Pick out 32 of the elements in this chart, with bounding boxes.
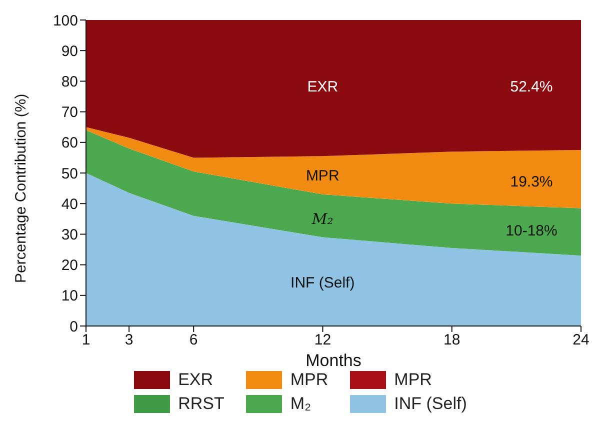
annotation: M₂ <box>312 210 334 228</box>
x-axis-title: Months <box>306 351 362 370</box>
annotation: 10-18% <box>506 222 558 240</box>
legend-label: MPR <box>290 370 328 390</box>
y-tick-label: 20 <box>61 257 78 274</box>
legend-label: RRST <box>178 394 224 414</box>
annotation: 52.4% <box>510 78 553 96</box>
y-tick-label: 10 <box>61 288 78 305</box>
x-tick-label: 18 <box>444 332 460 349</box>
legend-label: EXR <box>178 370 214 390</box>
legend-label: INF (Self) <box>394 394 467 414</box>
legend-label: M₂ <box>290 394 312 414</box>
y-tick-label: 40 <box>61 196 78 213</box>
annotation: EXR <box>307 78 338 96</box>
y-tick-label: 80 <box>61 74 78 91</box>
legend-label: MPR <box>394 370 432 390</box>
x-tick-label: 3 <box>124 332 134 349</box>
x-tick-label: 24 <box>572 332 590 349</box>
y-tick-label: 90 <box>61 42 78 60</box>
y-tick-label: 30 <box>61 226 78 244</box>
y-tick-label: 0 <box>70 318 78 336</box>
annotation: INF (Self) <box>290 274 355 292</box>
annotation: 19.3% <box>510 174 553 191</box>
y-tick-label: 100 <box>52 12 78 30</box>
x-tick-label: 1 <box>82 332 90 349</box>
x-tick-label: 12 <box>314 332 332 349</box>
x-tick-label: 6 <box>189 332 198 349</box>
y-axis-title: Percentage Contribution (%) <box>12 94 30 283</box>
y-tick-label: 60 <box>61 134 78 152</box>
y-tick-label: 50 <box>61 165 78 182</box>
annotation: MPR <box>306 168 340 185</box>
y-tick-label: 70 <box>61 104 78 122</box>
